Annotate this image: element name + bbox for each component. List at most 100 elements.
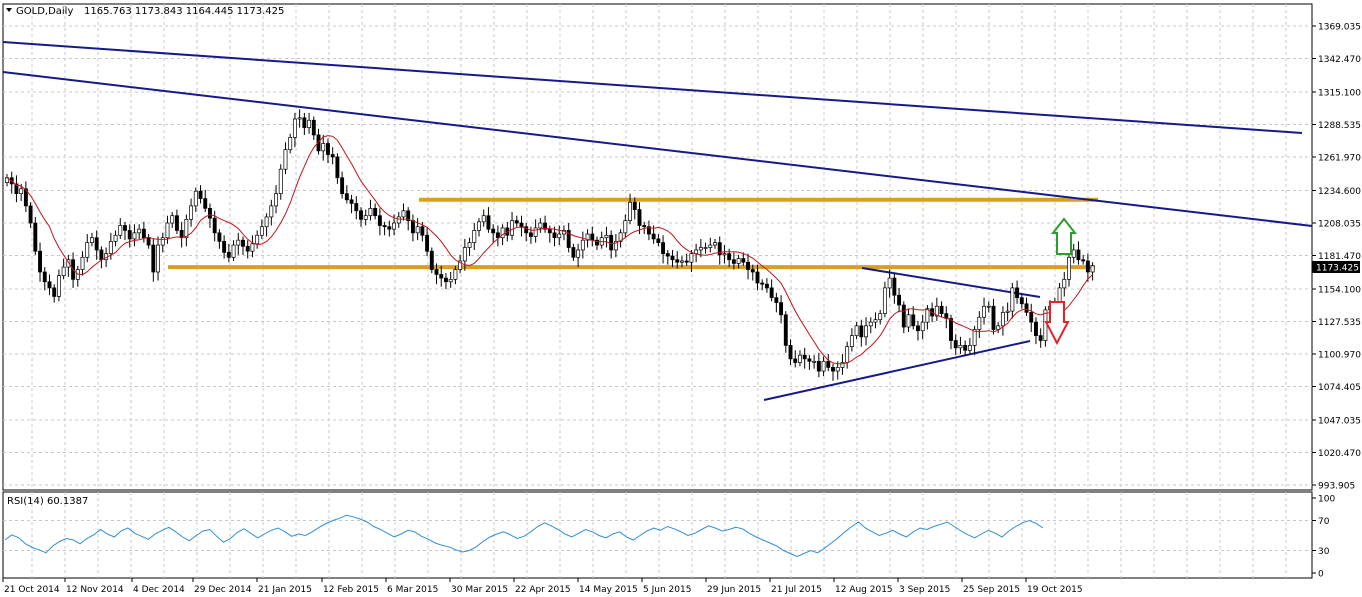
candle-up [698, 247, 703, 251]
rsi-tick-label: 30 [1318, 547, 1330, 557]
candle-up [453, 269, 458, 280]
triangle-down-icon[interactable] [6, 8, 12, 12]
candle-down [330, 154, 335, 158]
candle-down [949, 318, 953, 341]
candle-down [774, 297, 779, 303]
time-tick-label: 12 Aug 2015 [835, 585, 893, 595]
candle-down [543, 222, 548, 230]
time-axis: 21 Oct 2014 12 Nov 2014 4 Dec 2014 29 Dec 2… [2, 578, 1083, 595]
rsi-tick-label: 0 [1318, 570, 1324, 580]
candle-down [42, 271, 47, 283]
candle-up [982, 305, 986, 318]
candle-up [906, 314, 911, 328]
price-panel[interactable] [2, 3, 1313, 491]
candle-up [1043, 309, 1048, 341]
candle-up [958, 345, 963, 349]
triangle-lower-trendline [763, 340, 1031, 401]
candle-down [783, 314, 788, 346]
price-tick-label: 1181.470 [1318, 252, 1361, 262]
candle-up [85, 242, 90, 258]
time-tick-label: 21 Jan 2015 [258, 585, 312, 595]
candle-up [623, 220, 628, 234]
candle-up [61, 266, 66, 277]
candle-down [646, 226, 651, 235]
rsi-line [4, 514, 1044, 558]
candle-down [514, 220, 519, 224]
candle-down [316, 134, 321, 152]
symbol-label: GOLD,Daily [16, 6, 73, 17]
candle-up [887, 277, 892, 289]
price-tick-label: 1315.100 [1318, 88, 1361, 98]
candle-up [708, 244, 713, 248]
price-tick-label: 1234.600 [1318, 187, 1361, 197]
candle-down [1019, 297, 1024, 305]
time-tick-label: 29 Dec 2014 [194, 585, 252, 595]
rsi-panel[interactable] [2, 491, 1313, 579]
candle-up [925, 308, 930, 323]
price-tick-label: 1369.035 [1318, 23, 1361, 33]
candle-up [882, 287, 887, 314]
time-tick-label: 14 May 2015 [579, 585, 638, 595]
candle-up [613, 241, 618, 251]
candle-up [458, 260, 463, 270]
candle-up [873, 319, 878, 323]
candle-down [226, 252, 231, 258]
candle-up [288, 137, 293, 150]
candle-down [340, 177, 345, 195]
candle-down [14, 183, 19, 195]
candle-up [864, 325, 868, 338]
candle-up [137, 228, 142, 234]
candle-up [967, 345, 972, 351]
candle-up [255, 234, 260, 245]
candle-up [113, 234, 118, 242]
candle-down [750, 269, 755, 273]
price-axis: 1369.035 1342.470 1315.100 1288.535 1261.970… [1312, 23, 1361, 492]
ohlc-readout: 1165.763 1173.843 1164.445 1173.425 [84, 6, 284, 17]
candle-down [901, 304, 906, 328]
candle-up [533, 227, 538, 237]
candle-down [1015, 287, 1020, 299]
time-tick-label: 3 Sep 2015 [899, 585, 950, 595]
candle-down [387, 226, 392, 230]
candle-down [1034, 321, 1038, 336]
candle-down [1024, 303, 1029, 313]
price-tick-label: 1047.035 [1318, 416, 1361, 426]
candle-up [972, 329, 977, 346]
candle-down [349, 199, 354, 204]
candle-up [736, 258, 741, 264]
candle-down [444, 277, 448, 283]
candle-down [222, 241, 227, 253]
candle-up [189, 205, 194, 220]
candle-up [5, 177, 9, 184]
candle-up [920, 321, 925, 332]
candle-down [377, 215, 382, 226]
candle-up [392, 222, 396, 230]
time-tick-label: 22 Apr 2015 [515, 585, 571, 595]
candle-down [38, 250, 42, 273]
candle-up [840, 362, 845, 368]
candle-up [184, 219, 189, 239]
candle-up [56, 275, 61, 297]
candle-up [462, 247, 467, 262]
candle-down [359, 210, 363, 220]
candle-up [132, 232, 137, 240]
candle-up [118, 225, 123, 236]
candle-down [28, 205, 33, 224]
candle-up [1067, 256, 1071, 280]
candle-up [481, 215, 486, 223]
candle-down [684, 260, 689, 263]
candle-down [637, 209, 642, 226]
candle-down [939, 305, 944, 314]
long-term-trendline-upper [2, 41, 1303, 134]
candle-up [448, 278, 453, 283]
candle-up [500, 227, 505, 239]
candle-up [845, 346, 850, 363]
candle-down [439, 274, 444, 279]
rsi-label: RSI(14) 60.1387 [7, 496, 88, 507]
candle-down [198, 190, 203, 199]
moving-average-line [6, 135, 1093, 365]
candle-down [528, 232, 533, 237]
candle-down [590, 233, 595, 241]
candle-down [127, 230, 132, 240]
